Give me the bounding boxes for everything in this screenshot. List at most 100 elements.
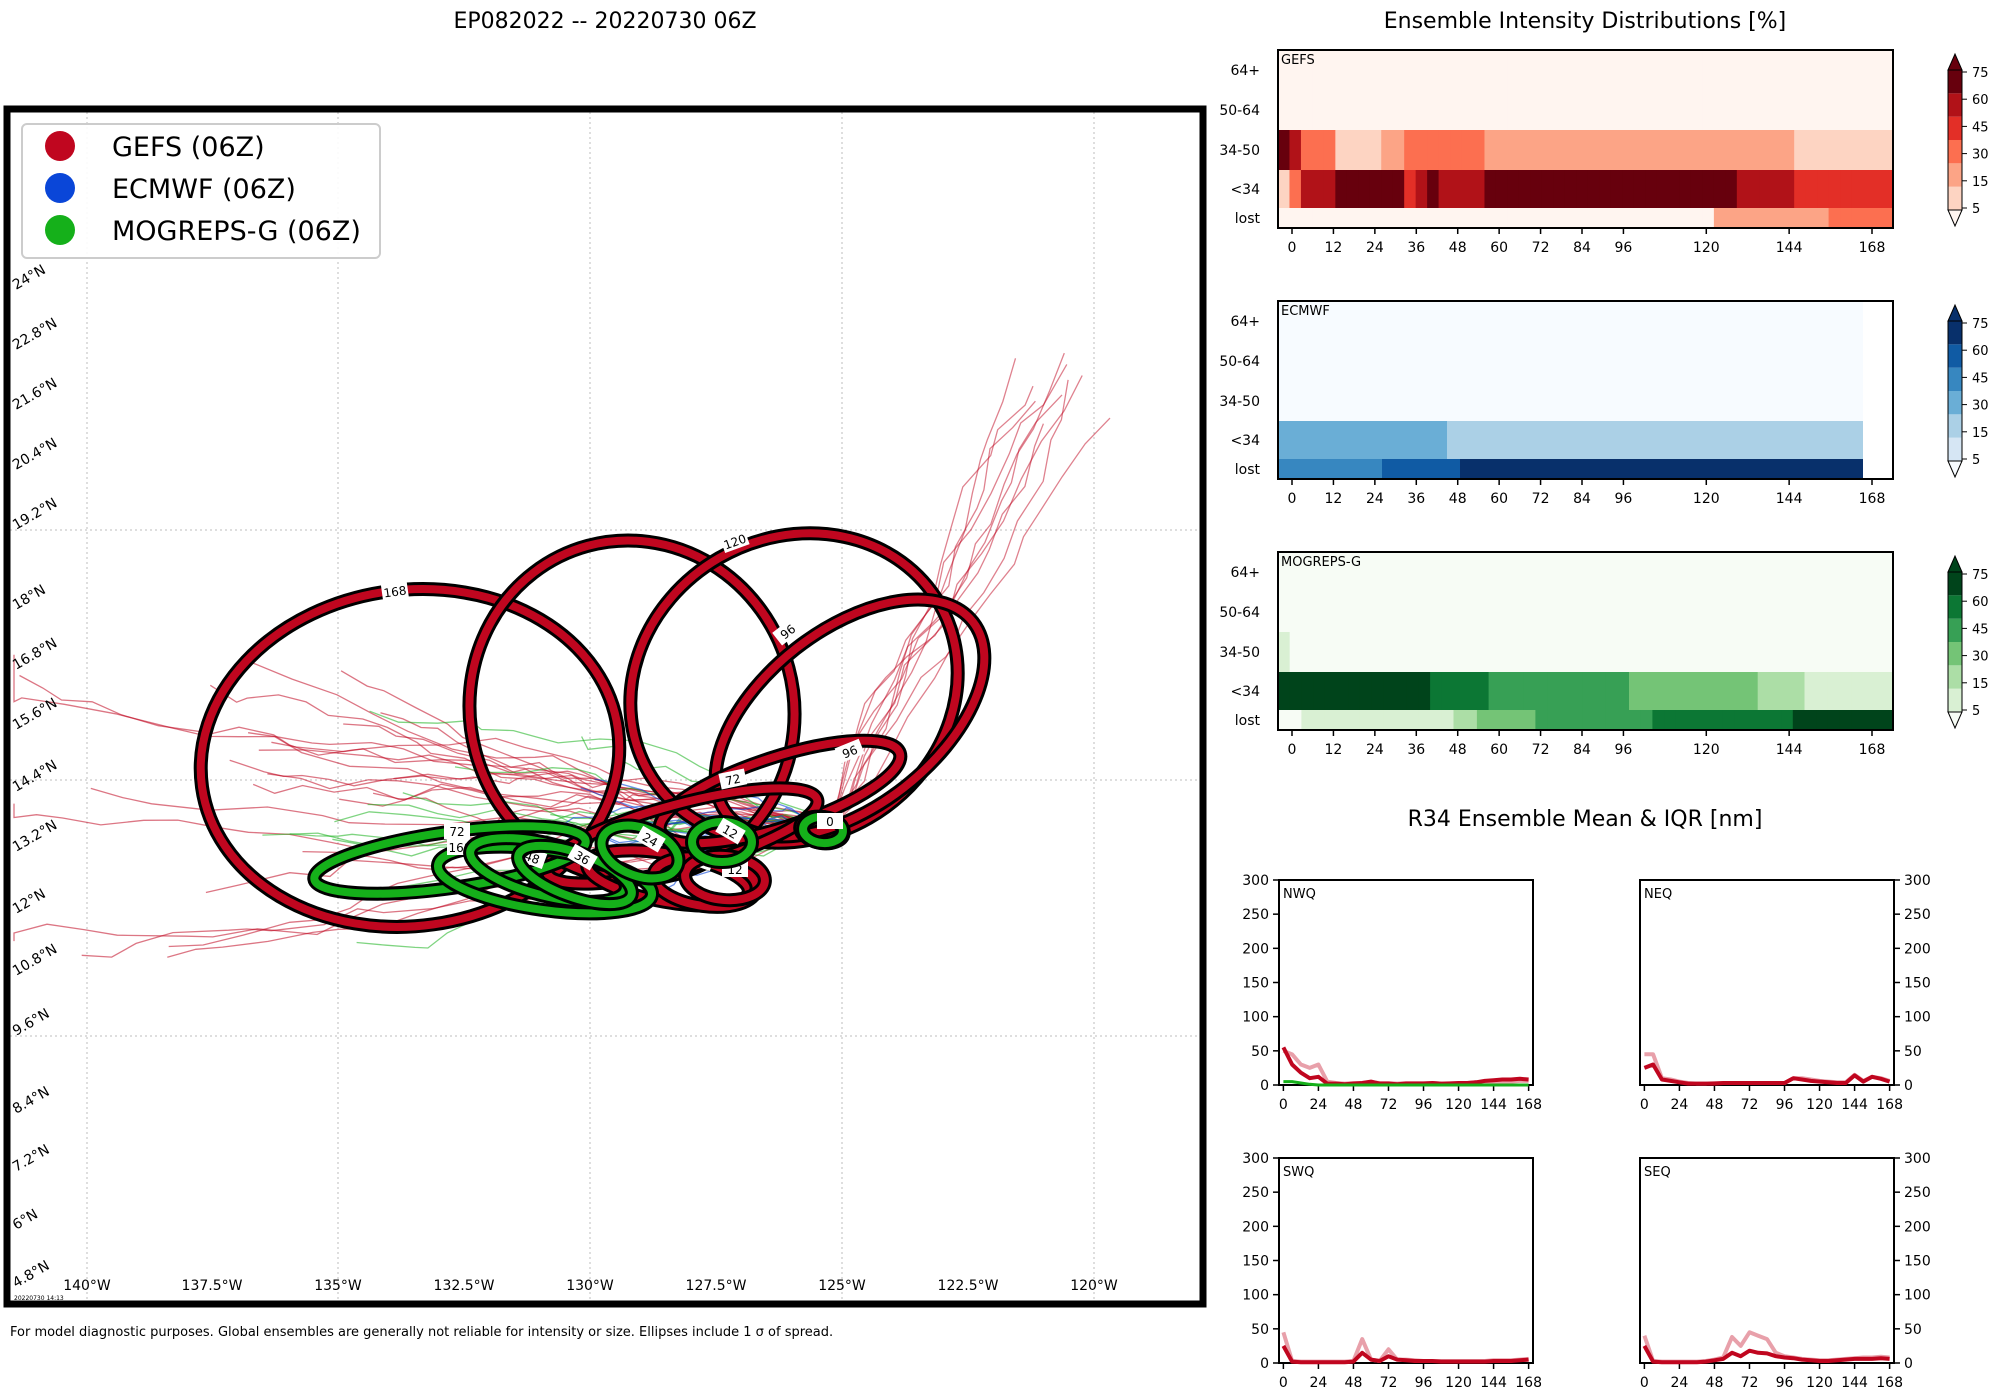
heatmap-row-label: <34 <box>1230 433 1260 449</box>
x-tick-label: 144 <box>1776 240 1803 256</box>
x-tick-label: 144 <box>1841 1097 1868 1113</box>
heatmap-cell <box>1461 208 1474 228</box>
heatmap-cell <box>1523 710 1536 730</box>
x-tick-label: 168 <box>1515 1097 1542 1113</box>
heatmap-cell <box>1450 90 1463 130</box>
heatmap-cell <box>1499 381 1513 421</box>
heatmap-cell <box>1369 130 1382 170</box>
heatmap-cell <box>1805 130 1818 170</box>
heatmap-cell <box>1785 381 1799 421</box>
heatmap-cell <box>1782 208 1795 228</box>
heatmap-cell <box>1434 381 1448 421</box>
heatmap-cell <box>1668 208 1681 228</box>
heatmap-cell <box>1792 592 1806 632</box>
heatmap-cell <box>1610 130 1623 170</box>
x-tick-label: 120 <box>1445 1097 1472 1113</box>
lat-label: 19.2°N <box>10 495 60 533</box>
heatmap-cell <box>1530 50 1543 90</box>
heatmap-cell <box>1769 552 1782 592</box>
heatmap-cell <box>1460 341 1474 381</box>
legend-marker <box>45 215 75 245</box>
heatmap-cell <box>1757 592 1770 632</box>
heatmap-cell <box>1358 90 1371 130</box>
heatmap-cell <box>1382 381 1396 421</box>
colorbar-tick-label: 45 <box>1972 120 1989 135</box>
heatmap-cell <box>1713 50 1726 90</box>
heatmap-cell <box>1668 459 1682 479</box>
heatmap-cell <box>1551 301 1565 341</box>
heatmap-cell <box>1734 592 1747 632</box>
latitude-labels: 4.8°N 6°N 7.2°N 8.4°N 9.6°N 10.8°N 12°N 13.2°N 1… <box>10 262 60 1292</box>
heatmap-cell <box>1610 90 1623 130</box>
map-frame <box>3 105 1207 1308</box>
heatmap-cell <box>1278 421 1292 459</box>
heatmap-cell <box>1415 130 1428 170</box>
heatmap-cell <box>1530 208 1543 228</box>
heatmap-cell <box>1816 632 1829 672</box>
heatmap-cell <box>1343 341 1357 381</box>
heatmap-cell <box>1587 130 1600 170</box>
heatmap-cell <box>1441 710 1455 730</box>
heatmap-cell <box>1518 130 1531 170</box>
heatmap-cell <box>1837 301 1851 341</box>
heatmap-cell <box>1837 341 1851 381</box>
heatmap-cell <box>1523 672 1536 710</box>
heatmap-cell <box>1484 90 1497 130</box>
heatmap-cell <box>1675 672 1689 710</box>
heatmap-cell <box>1746 592 1759 632</box>
heatmap-cell <box>1805 208 1818 228</box>
heatmap-cell <box>1851 50 1864 90</box>
heatmap-cell <box>1346 130 1359 170</box>
heatmap-cell <box>1617 672 1630 710</box>
heatmap-cell <box>1746 341 1760 381</box>
heatmap-cell <box>1392 50 1405 90</box>
lat-label: 16.8°N <box>10 635 60 673</box>
lon-label: 132.5°W <box>434 1278 495 1294</box>
lat-label: 10.8°N <box>10 941 60 979</box>
heatmap-cell <box>1486 421 1500 459</box>
heatmap-cell <box>1553 208 1566 228</box>
heatmap-cell <box>1642 421 1656 459</box>
heatmap-cell <box>1785 341 1799 381</box>
heatmap-cell <box>1827 592 1841 632</box>
heatmap-cell <box>1679 208 1692 228</box>
x-tick-label: 60 <box>1490 742 1508 758</box>
heatmap-cell <box>1863 381 1893 421</box>
heatmap-cell <box>1736 170 1749 208</box>
colorbar-over <box>1947 554 1963 573</box>
heatmap-cell <box>1415 208 1428 228</box>
heatmap-cell <box>1525 341 1539 381</box>
x-tick-label: 48 <box>1449 491 1467 507</box>
heatmap-cell <box>1699 710 1712 730</box>
y-tick-label: 100 <box>1242 1288 1269 1304</box>
heatmap-cell <box>1725 130 1738 170</box>
y-tick-label: 250 <box>1242 907 1269 923</box>
heatmap-cell <box>1330 421 1344 459</box>
heatmap-cell <box>1642 459 1656 479</box>
colorbar-under <box>1947 711 1963 730</box>
heatmap-cell <box>1447 421 1461 459</box>
heatmap-cell <box>1382 301 1396 341</box>
heatmap-cell <box>1553 50 1566 90</box>
heatmap-cell <box>1736 90 1749 130</box>
map-gridlines <box>10 112 1200 1300</box>
heatmap-cell <box>1473 50 1486 90</box>
heatmap-cell <box>1434 421 1448 459</box>
heatmap-cell <box>1713 90 1726 130</box>
lat-label: 21.6°N <box>10 375 60 413</box>
heatmap-cell <box>1652 592 1665 632</box>
r34-panel-name: NWQ <box>1283 887 1316 902</box>
heatmap-cell <box>1733 341 1747 381</box>
heatmap-cell <box>1323 170 1336 208</box>
heatmap-cell <box>1535 710 1548 730</box>
heatmap-cell <box>1811 421 1825 459</box>
heatmap-cell <box>1381 170 1394 208</box>
heatmap-cell <box>1851 90 1864 130</box>
ellipse-label-bg <box>719 529 750 554</box>
heatmap-cell <box>1499 301 1513 341</box>
x-tick-label: 168 <box>1859 742 1886 758</box>
heatmap-cell <box>1330 301 1344 341</box>
heatmap-cell <box>1605 592 1618 632</box>
x-tick-label: 72 <box>1380 1097 1398 1113</box>
heatmap-cell <box>1421 341 1435 381</box>
